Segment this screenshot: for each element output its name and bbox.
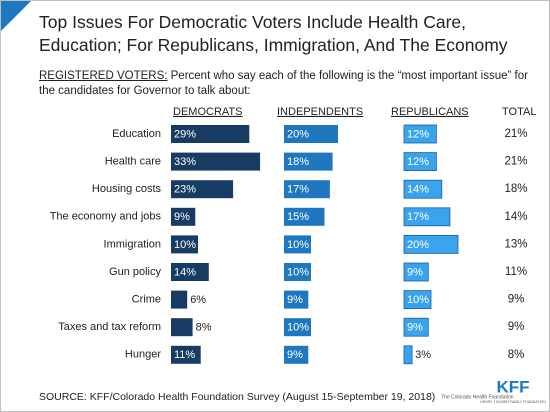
bar bbox=[284, 290, 309, 309]
category-label: Taxes and tax reform bbox=[58, 321, 161, 333]
data-label: 10% bbox=[287, 322, 309, 334]
data-label: 20% bbox=[287, 128, 309, 140]
column-header: TOTAL bbox=[502, 106, 536, 118]
data-label: 33% bbox=[174, 156, 196, 168]
data-label: 10% bbox=[407, 294, 429, 306]
total-label: 21% bbox=[504, 156, 527, 168]
bar bbox=[403, 207, 451, 227]
source: SOURCE: KFF/Colorado Health Foundation S… bbox=[39, 391, 436, 403]
bar bbox=[403, 345, 413, 365]
bar bbox=[171, 235, 198, 254]
category-label: Immigration bbox=[104, 238, 161, 250]
data-label: 12% bbox=[407, 156, 429, 168]
bar bbox=[284, 152, 333, 171]
data-label: 6% bbox=[190, 294, 206, 306]
bar bbox=[171, 263, 209, 281]
total-label: 11% bbox=[505, 266, 527, 278]
total-label: 13% bbox=[504, 238, 527, 250]
bar bbox=[171, 180, 234, 199]
bar bbox=[284, 345, 309, 364]
total-label: 14% bbox=[504, 211, 527, 223]
data-label: 17% bbox=[287, 184, 309, 196]
total-label: 18% bbox=[504, 183, 527, 195]
data-label: 18% bbox=[287, 156, 309, 168]
data-label: 9% bbox=[287, 349, 303, 361]
bar bbox=[284, 125, 338, 143]
bar bbox=[284, 235, 311, 254]
data-label: 9% bbox=[407, 322, 423, 334]
data-label: 14% bbox=[174, 266, 196, 278]
data-label: 14% bbox=[407, 184, 429, 196]
category-label: Crime bbox=[132, 294, 161, 306]
logo-chf: The Colorado Health Foundation bbox=[441, 394, 514, 400]
column-header: INDEPENDENTS bbox=[277, 106, 363, 118]
bar bbox=[284, 318, 311, 337]
data-label: 8% bbox=[196, 322, 212, 334]
corner-triangle bbox=[1, 1, 31, 31]
logo-kff: KFF bbox=[496, 377, 529, 396]
category-label: Gun policy bbox=[109, 266, 161, 278]
total-label: 8% bbox=[508, 349, 525, 361]
bar bbox=[284, 180, 330, 199]
data-label: 9% bbox=[287, 294, 303, 306]
bar bbox=[171, 290, 188, 309]
data-label: 20% bbox=[407, 239, 429, 251]
logo-kff-sub: HENRY J KAISER FAMILY FOUNDATION bbox=[480, 400, 546, 404]
category-label: Hunger bbox=[125, 349, 161, 361]
data-label: 12% bbox=[407, 128, 429, 140]
bar bbox=[403, 152, 437, 172]
data-label: 11% bbox=[174, 349, 195, 361]
category-label: The economy and jobs bbox=[50, 211, 162, 223]
total-label: 9% bbox=[508, 294, 525, 306]
data-label: 10% bbox=[174, 239, 196, 251]
bar bbox=[284, 207, 325, 226]
bar bbox=[171, 345, 201, 364]
data-label: 3% bbox=[415, 349, 431, 361]
subtitle-lead: REGISTERED VOTERS: bbox=[39, 70, 168, 82]
subtitle: REGISTERED VOTERS: Percent who say each … bbox=[39, 69, 544, 99]
bar bbox=[403, 124, 437, 144]
bar bbox=[403, 317, 429, 337]
data-label: 10% bbox=[287, 266, 309, 278]
data-label: 23% bbox=[174, 184, 196, 196]
column-header: DEMOCRATS bbox=[173, 106, 242, 118]
data-label: 29% bbox=[174, 128, 196, 140]
chart-title: Top Issues For Democratic Voters Include… bbox=[39, 12, 508, 55]
bar bbox=[403, 290, 432, 310]
bar bbox=[403, 234, 459, 254]
data-label: 9% bbox=[407, 266, 423, 278]
category-label: Education bbox=[112, 128, 161, 140]
data-label: 17% bbox=[407, 211, 429, 223]
bar bbox=[403, 179, 443, 199]
bar bbox=[284, 263, 311, 281]
total-label: 21% bbox=[504, 128, 527, 140]
subtitle-text: Percent who say each of the following is… bbox=[39, 70, 528, 97]
total-label: 9% bbox=[508, 321, 525, 333]
bar bbox=[171, 125, 250, 143]
category-label: Health care bbox=[105, 156, 161, 168]
data-label: 15% bbox=[287, 211, 309, 223]
category-label: Housing costs bbox=[92, 183, 162, 195]
data-label: 9% bbox=[174, 211, 190, 223]
bar bbox=[171, 318, 193, 337]
data-label: 10% bbox=[287, 239, 309, 251]
bar bbox=[171, 207, 196, 226]
column-header: REPUBLICANS bbox=[391, 106, 469, 118]
bar bbox=[403, 262, 429, 282]
bar bbox=[171, 152, 261, 171]
